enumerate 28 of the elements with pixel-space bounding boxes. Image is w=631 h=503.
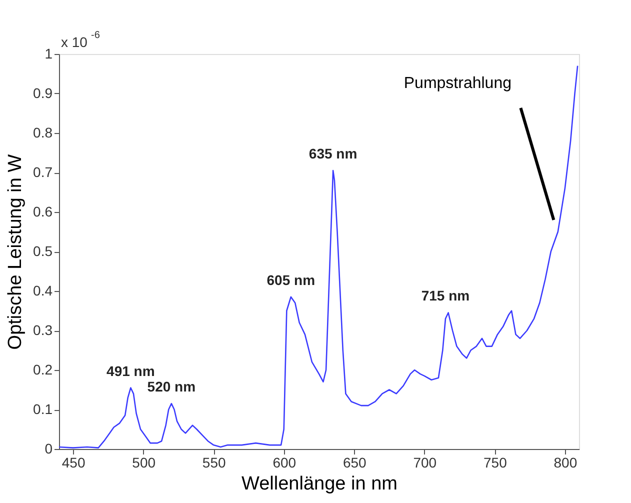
y-tick-label: 0.3 [33, 322, 53, 338]
y-tick-label: 0.4 [33, 282, 53, 298]
annotation: 491 nm [106, 362, 155, 379]
annotation: Pumpstrahlung [404, 74, 512, 92]
x-axis-title: Wellenlänge in nm [242, 474, 398, 494]
x-tick-label: 750 [483, 454, 508, 470]
y-tick-label: 0.9 [33, 85, 53, 101]
text: x 10-6 [61, 30, 100, 50]
y-tick-label: 0.1 [33, 401, 53, 417]
annotation: 715 nm [421, 288, 470, 304]
y-tick-label: 1 [44, 46, 53, 62]
annotation: 635 nm [308, 146, 358, 162]
x-tick-label: 600 [272, 454, 296, 470]
x-tick-label: 650 [342, 454, 367, 470]
x-tick-label: 550 [202, 454, 226, 470]
y-tick-label: 0.8 [33, 124, 53, 140]
y-axis-title: Optische Leistung in W [5, 154, 26, 350]
x-tick-label: 500 [132, 454, 156, 470]
x-tick-label: 450 [62, 454, 86, 470]
annotation: 605 nm [266, 272, 316, 288]
y-tick-label: 0 [44, 440, 53, 456]
y-tick-label: 0.6 [33, 204, 53, 220]
x-tick-label: 800 [554, 454, 578, 470]
y-tick-label: 0.2 [33, 362, 53, 378]
y-tick-label: 0.5 [33, 243, 53, 259]
x-tick-label: 700 [413, 454, 437, 470]
y-tick-label: 0.7 [33, 164, 53, 180]
annotation: 520 nm [147, 378, 196, 395]
